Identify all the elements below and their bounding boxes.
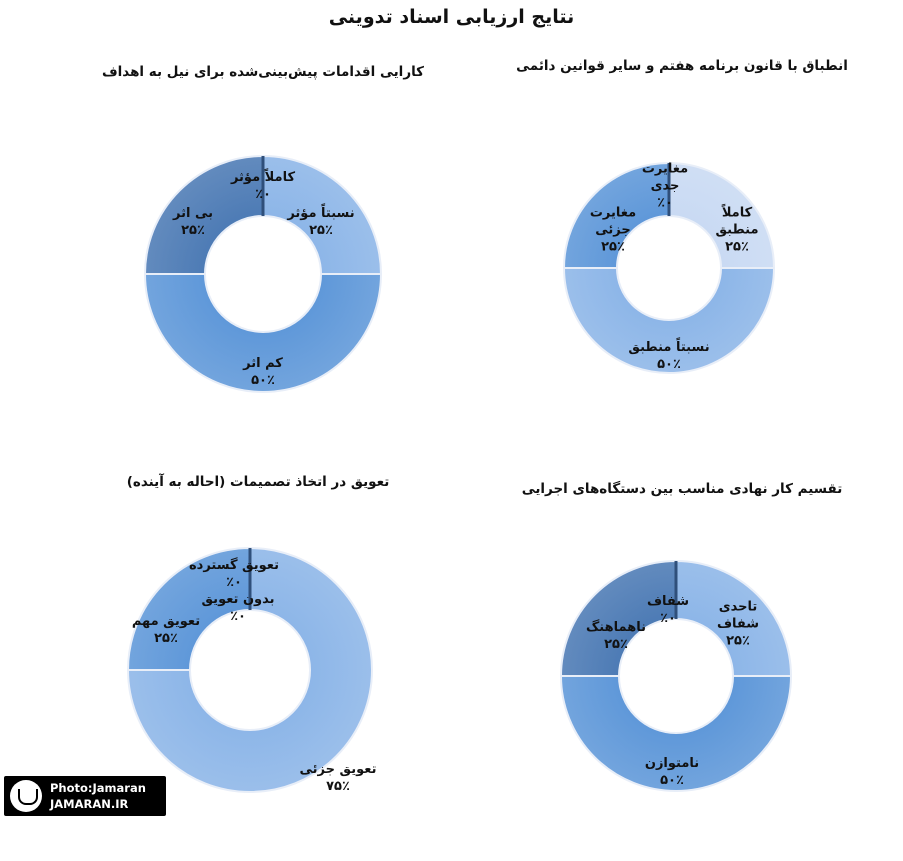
slice-percent-label: ٪۰	[660, 611, 676, 626]
slice-percent-label: ۲۵٪	[726, 634, 750, 649]
chart-panel-compliance: انطباق با قانون برنامه هفتم و سایر قوانی…	[462, 58, 902, 438]
slice-label: تعویق جزئی	[300, 762, 377, 777]
chart-panel-division-of-work: تقسیم کار نهادی مناسب بین دستگاه‌های اجر…	[462, 481, 902, 861]
slice-label: مغایرت	[642, 162, 688, 177]
slice-percent-label: ۵۰٪	[660, 773, 684, 788]
slice-label: نامتوازن	[645, 756, 699, 771]
slice-label: تاحدی	[719, 600, 758, 615]
slice-label: منطبق	[715, 223, 758, 238]
slice-percent-label: ۷۵٪	[326, 779, 350, 794]
slice-percent-label: ۲۵٪	[604, 637, 628, 652]
watermark-line-1: Photo:Jamaran	[50, 781, 146, 795]
slice-percent-label: ٪۰	[657, 196, 673, 211]
slice-percent-label: ۲۵٪	[181, 223, 205, 238]
chart-title: کارایی اقدامات پیش‌بینی‌شده برای نیل به …	[101, 64, 425, 80]
donut-chart: نسبتاً مؤثر ۲۵٪ کم اثر ۵۰٪ بی اثر ۲۵٪ کاملاً م…	[143, 154, 383, 393]
photo-credit-watermark: Photo:Jamaran JAMARAN.IR	[4, 776, 166, 816]
slice-label: نسبتاً مؤثر	[286, 203, 354, 221]
chart-title: تعویق در اتخاذ تصمیمات (احاله به آینده)	[126, 474, 390, 490]
slice-percent-label: ۵۰٪	[251, 373, 275, 388]
chart-title: انطباق با قانون برنامه هفتم و سایر قوانی…	[516, 58, 848, 74]
slice-percent-label: ۲۵٪	[725, 240, 749, 255]
slice-label: ناهماهنگ	[586, 619, 646, 635]
slice-label: تعویق مهم	[132, 614, 200, 629]
donut-chart: بدون تعویق ٪۰ تعویق جزئی ۷۵٪ تعویق مهم ۲۵٪ تعو…	[126, 546, 377, 794]
donut-slice	[559, 675, 793, 792]
slice-percent-label: ۲۵٪	[601, 240, 625, 255]
slice-label: مغایرت	[590, 206, 636, 221]
slice-percent-label: ۲۵٪	[309, 223, 333, 238]
donut-slice	[143, 154, 264, 275]
slice-label: نسبتاً منطبق	[628, 337, 709, 355]
slice-label: کاملاً	[721, 204, 752, 221]
slice-label: بی اثر	[172, 206, 213, 221]
donut-slice	[668, 161, 776, 269]
slice-label: جزئی	[595, 223, 631, 238]
slice-percent-label: ۲۵٪	[154, 631, 178, 646]
slice-label: بدون تعویق	[201, 592, 274, 607]
slice-percent-label: ٪۰	[226, 575, 242, 590]
donut-slice	[126, 546, 251, 671]
donut-slice	[562, 161, 670, 269]
slice-label: جدی	[651, 179, 680, 194]
slice-label: تعویق گسترده	[189, 557, 279, 573]
slice-label: شفاف	[647, 594, 689, 609]
donut-chart: تاحدی شفاف ۲۵٪ نامتوازن ۵۰٪ ناهماهنگ ۲۵٪ شفاف ٪۰	[559, 559, 793, 792]
donut-chart: کاملاً منطبق ۲۵٪ نسبتاً منطبق ۵۰٪ مغایرت جزئی ۲…	[562, 161, 776, 374]
page-title: نتایج ارزیابی اسناد تدوینی	[328, 6, 575, 28]
donut-slice	[126, 546, 373, 793]
slice-label: کم اثر	[242, 356, 283, 371]
chart-panel-effectiveness: کارایی اقدامات پیش‌بینی‌شده برای نیل به …	[43, 64, 483, 444]
donut-slice	[559, 559, 677, 677]
jamaran-logo-icon	[10, 780, 42, 812]
donut-slice	[675, 559, 793, 677]
slice-percent-label: ٪۰	[255, 187, 271, 202]
slice-percent-label: ۵۰٪	[657, 357, 681, 372]
slice-label: شفاف	[717, 617, 759, 632]
slice-label: کاملاً مؤثر	[230, 168, 295, 185]
chart-title: تقسیم کار نهادی مناسب بین دستگاه‌های اجر…	[521, 481, 843, 497]
chart-panel-postponement: تعویق در اتخاذ تصمیمات (احاله به آینده) …	[38, 474, 478, 854]
donut-slice	[262, 154, 383, 275]
slice-percent-label: ٪۰	[230, 609, 246, 624]
donut-slice	[143, 273, 383, 393]
donut-slice	[562, 267, 776, 374]
watermark-line-2: JAMARAN.IR	[50, 797, 129, 811]
